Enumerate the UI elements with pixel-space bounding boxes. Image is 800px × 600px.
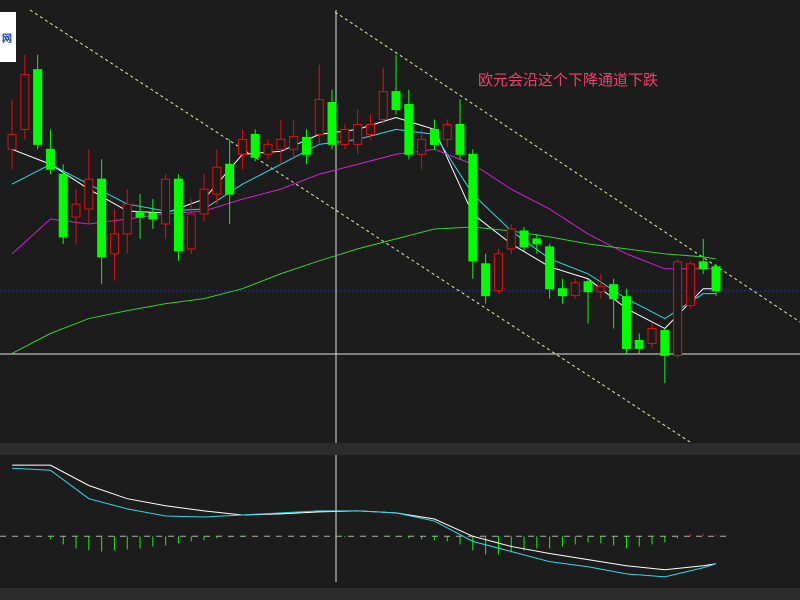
candle-body bbox=[417, 138, 427, 155]
candle-body bbox=[109, 233, 119, 255]
moving-average bbox=[11, 148, 717, 270]
candle-body bbox=[634, 339, 644, 349]
candle-body bbox=[33, 69, 43, 145]
candle-body bbox=[532, 238, 542, 245]
candle-body bbox=[378, 91, 388, 120]
candle-body bbox=[135, 211, 145, 218]
candle-body bbox=[71, 203, 81, 218]
candle-body bbox=[711, 266, 721, 292]
candle-body bbox=[199, 188, 209, 215]
candle-body bbox=[212, 166, 222, 195]
candle-body bbox=[493, 253, 503, 292]
candle-body bbox=[404, 104, 414, 155]
candle-body bbox=[289, 135, 299, 150]
candle-body bbox=[7, 133, 17, 150]
candle-body bbox=[557, 288, 567, 297]
candle-body bbox=[468, 153, 478, 262]
candle-body bbox=[45, 148, 55, 170]
candle-body bbox=[301, 136, 311, 155]
candle-body bbox=[596, 286, 606, 293]
bottom-bar bbox=[0, 588, 800, 600]
candle-body bbox=[314, 99, 324, 135]
candle-body bbox=[122, 203, 132, 235]
moving-average bbox=[11, 226, 717, 354]
candle-body bbox=[519, 230, 529, 248]
candle-body bbox=[250, 133, 260, 158]
moving-average bbox=[11, 128, 717, 320]
candle-body bbox=[455, 123, 465, 155]
logo bbox=[0, 12, 16, 62]
candle-body bbox=[391, 91, 401, 111]
candle-body bbox=[545, 246, 555, 290]
candle-body bbox=[225, 163, 235, 195]
candle-body bbox=[340, 128, 350, 145]
candle-body bbox=[327, 102, 337, 145]
candle-body bbox=[237, 138, 247, 155]
indicator-line bbox=[12, 467, 717, 578]
candle-body bbox=[429, 128, 439, 145]
candle-body bbox=[698, 261, 708, 270]
candle-body bbox=[570, 282, 580, 297]
candle-body bbox=[353, 123, 363, 145]
candle-body bbox=[173, 178, 183, 252]
candle-body bbox=[148, 212, 158, 220]
candle-body bbox=[20, 74, 30, 130]
candle-body bbox=[481, 263, 491, 297]
panel-separator bbox=[0, 443, 800, 455]
candle-body bbox=[365, 123, 375, 135]
candle-body bbox=[161, 178, 171, 225]
candle-body bbox=[84, 178, 94, 210]
candle-body bbox=[97, 178, 107, 258]
candle-body bbox=[186, 213, 196, 250]
candle-body bbox=[685, 263, 695, 307]
candle-body bbox=[263, 143, 273, 155]
candle-body bbox=[609, 284, 619, 300]
candle-body bbox=[506, 228, 516, 250]
logo-text: 网 bbox=[2, 33, 12, 45]
candle-body bbox=[58, 173, 68, 238]
candle-body bbox=[647, 328, 657, 344]
candle-body bbox=[442, 123, 452, 140]
candle-body bbox=[276, 138, 286, 150]
annotation: 欧元会沿这个下降通道下跌 bbox=[478, 71, 658, 89]
moving-average bbox=[11, 116, 717, 330]
candle-body bbox=[660, 330, 670, 356]
candle-body bbox=[583, 281, 593, 293]
candle-body bbox=[621, 296, 631, 349]
candle-body bbox=[673, 261, 683, 356]
